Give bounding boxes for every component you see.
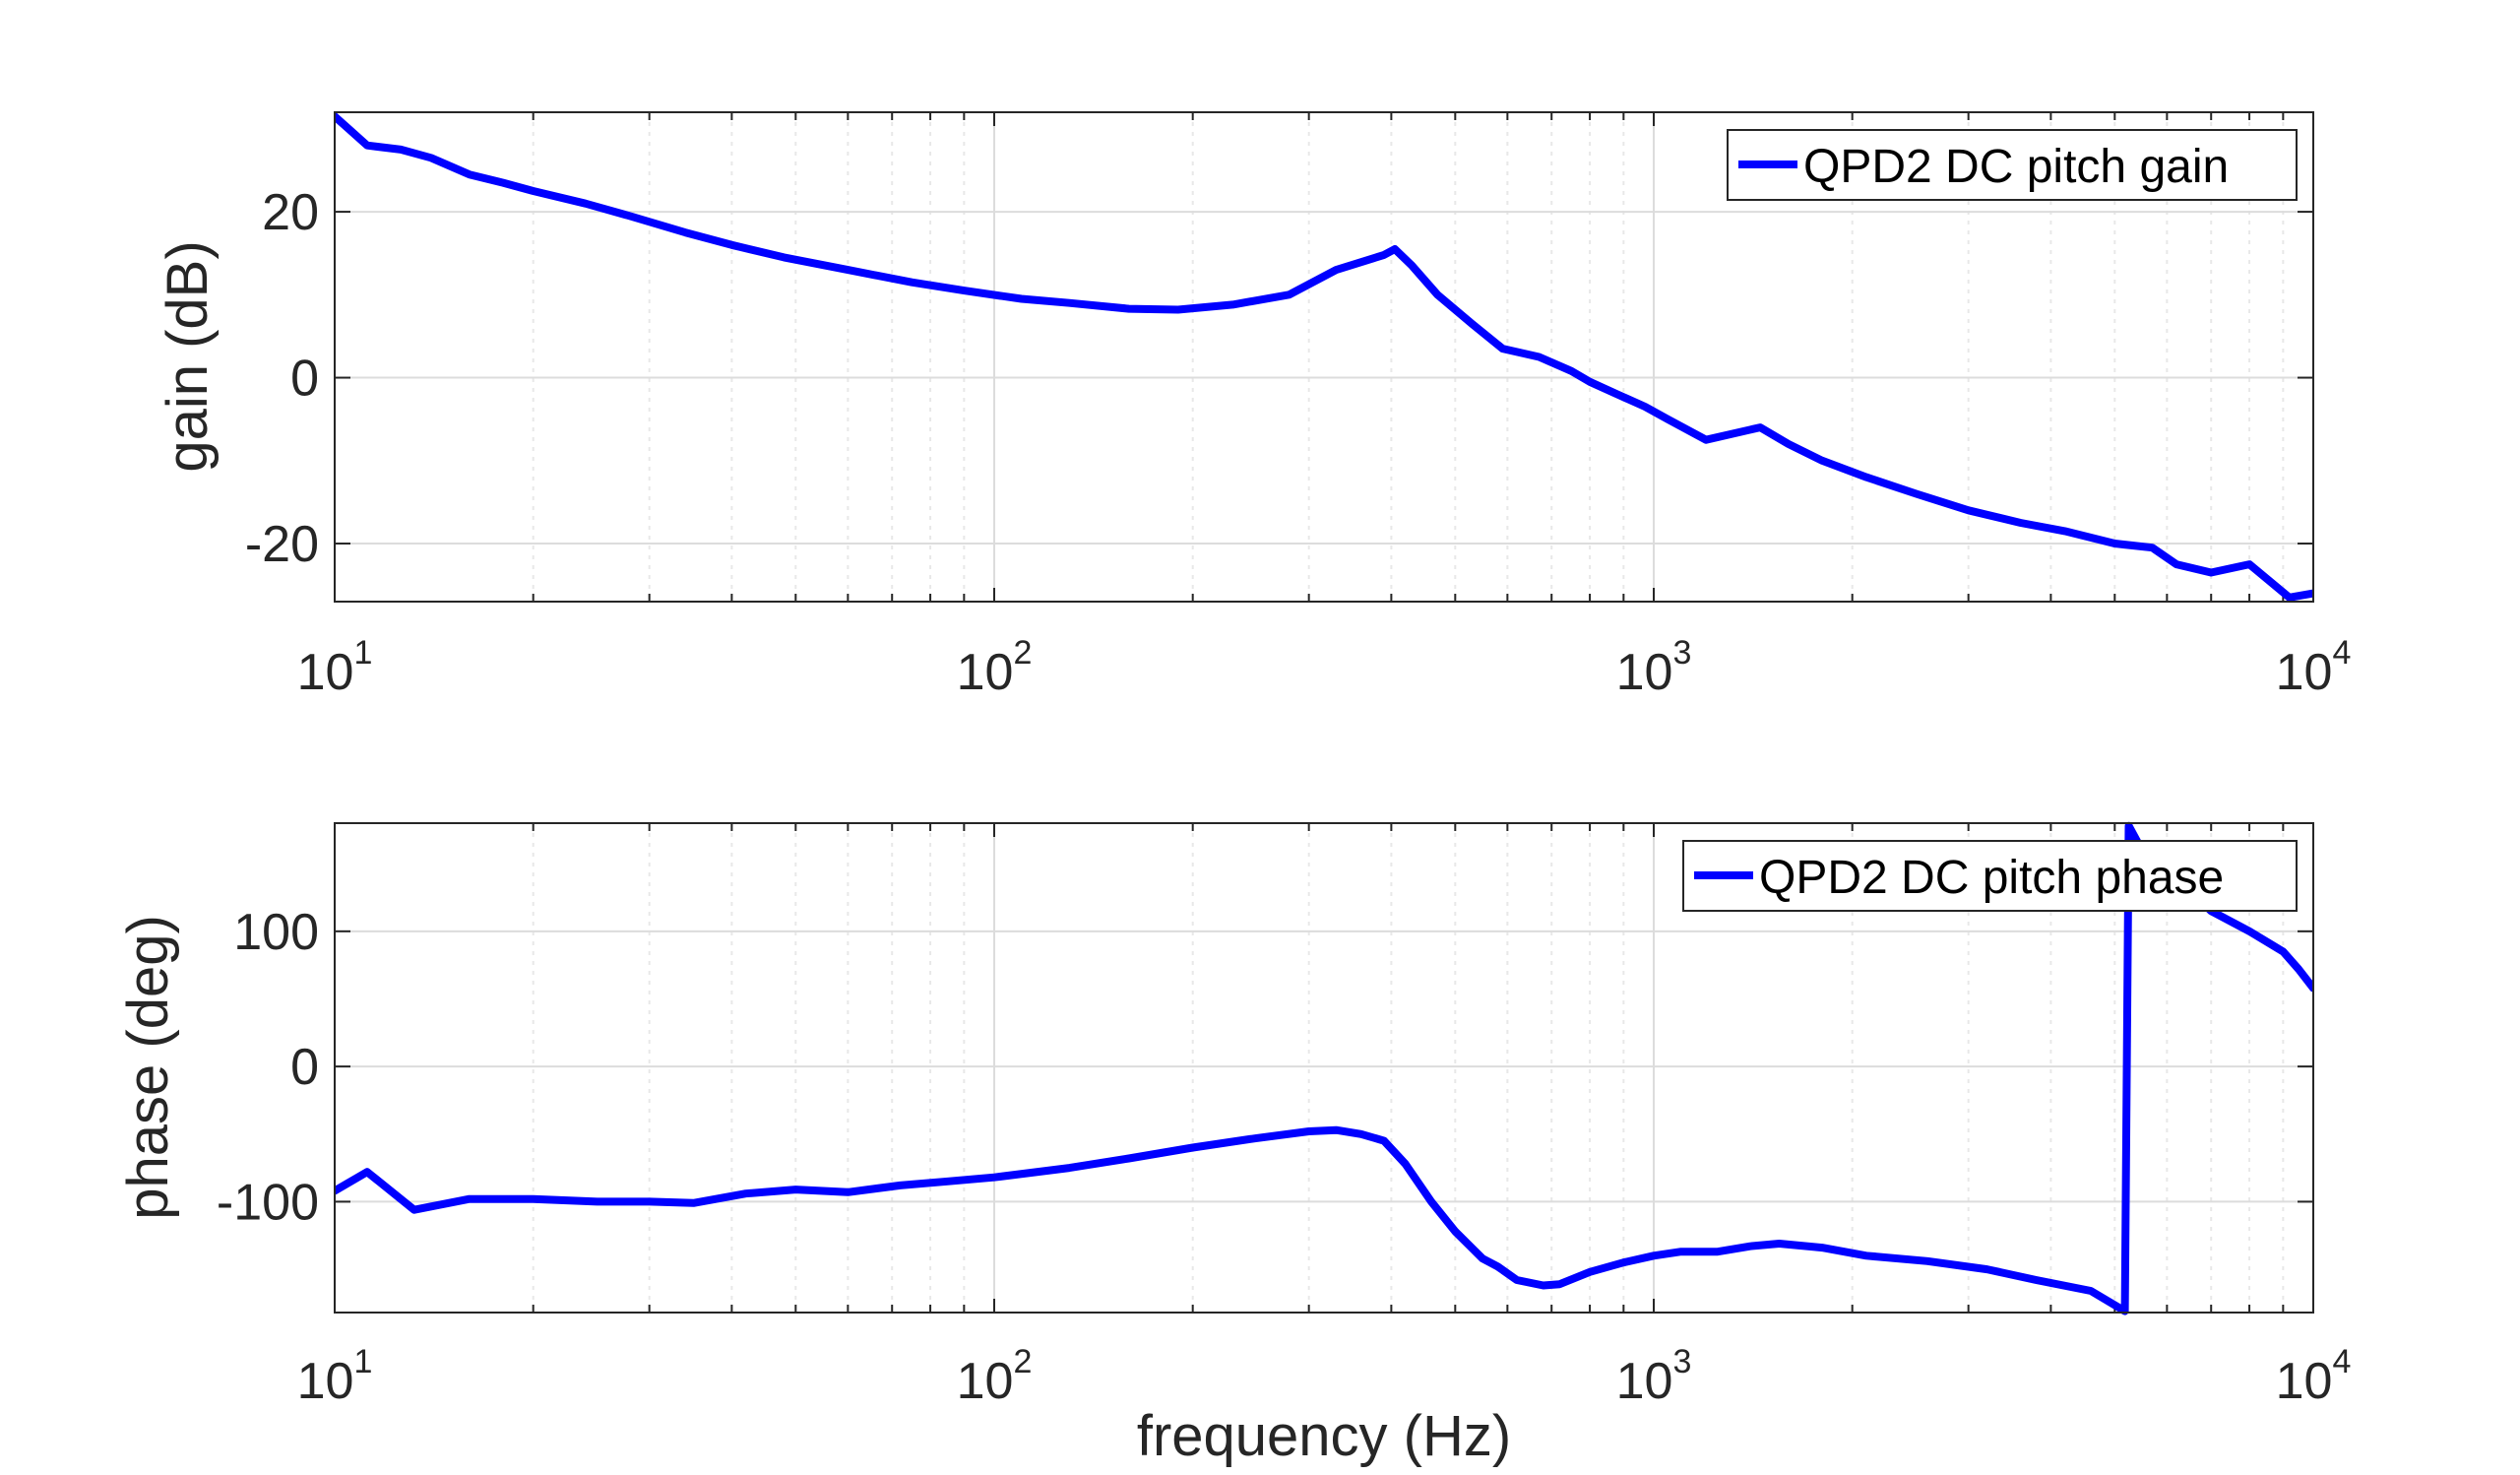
x-tick-label: 102 [957, 634, 1033, 701]
phase-series-polyline [335, 821, 2313, 1315]
y-tick-label: 100 [233, 904, 319, 961]
x-tick-label: 104 [2276, 634, 2352, 701]
phase-plot-frame [334, 822, 2314, 1314]
gain-legend-label: QPD2 DC pitch gain [1803, 141, 2229, 193]
gain-y-axis-label: gain (dB) [156, 240, 220, 472]
gain-plot-frame [334, 111, 2314, 603]
phase-legend-box [1682, 840, 2298, 912]
x-tick-label: 103 [1616, 1343, 1692, 1410]
gain-x-tick-labels: 101 102 103 104 [297, 634, 2352, 701]
x-tick-label: 101 [297, 634, 373, 701]
phase-legend-label: QPD2 DC pitch phase [1759, 852, 2224, 904]
gain-y-tick-labels: -20 0 20 [245, 184, 319, 573]
phase-legend: QPD2 DC pitch phase [1682, 840, 2298, 912]
y-tick-label: -20 [245, 516, 319, 573]
gain-series-polyline [335, 112, 2313, 602]
x-tick-label: 102 [957, 1343, 1033, 1410]
phase-x-axis-label: frequency (Hz) [1137, 1404, 1511, 1468]
y-tick-label: 0 [290, 351, 319, 408]
gain-legend-box [1727, 129, 2298, 201]
y-tick-label: 0 [290, 1039, 319, 1096]
gain-plot: -20 0 20 101 102 103 104 gain (dB) QPD2 DC pi… [156, 111, 2352, 701]
x-tick-label: 103 [1616, 634, 1692, 701]
gain-legend: QPD2 DC pitch gain [1727, 129, 2298, 201]
y-tick-label: 20 [262, 184, 319, 241]
y-tick-label: -100 [217, 1174, 319, 1231]
phase-plot: -100 0 100 101 102 103 104 phase (deg) freque… [116, 821, 2352, 1468]
gain-tick-marks [335, 112, 2313, 602]
phase-series-line [335, 821, 2313, 1315]
phase-y-tick-labels: -100 0 100 [217, 904, 319, 1232]
gain-series-line [335, 112, 2313, 602]
x-tick-label: 101 [297, 1343, 373, 1410]
phase-y-axis-label: phase (deg) [116, 915, 180, 1220]
phase-x-tick-labels: 101 102 103 104 [297, 1343, 2352, 1410]
x-tick-label: 104 [2276, 1343, 2352, 1410]
phase-tick-marks [335, 823, 2313, 1313]
